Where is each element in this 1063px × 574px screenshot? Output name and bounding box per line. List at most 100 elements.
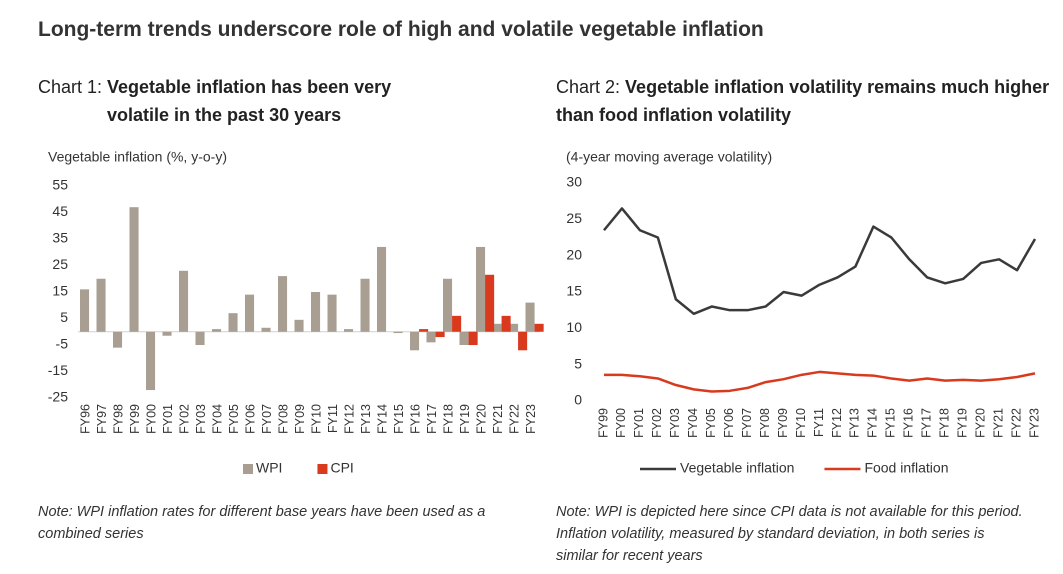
chart-title: Vegetable inflation volatility remains m…	[556, 77, 1050, 125]
x-tick-label: FY19	[955, 408, 969, 438]
x-tick-label: FY11	[326, 404, 340, 433]
bar	[327, 294, 337, 332]
bar	[501, 315, 511, 332]
x-tick-label: FY19	[458, 404, 472, 434]
bar	[377, 246, 387, 332]
x-tick-label: FY00	[614, 408, 628, 438]
x-tick-label: FY05	[227, 404, 241, 434]
x-tick-label: FY23	[1027, 408, 1041, 438]
x-tick-label: FY04	[211, 404, 225, 434]
y-tick-label: 25	[52, 256, 68, 272]
bar	[245, 294, 255, 332]
bar	[179, 270, 189, 332]
bar	[509, 323, 519, 332]
x-tick-label: FY17	[920, 408, 934, 438]
bar	[393, 331, 403, 334]
x-tick-label: FY14	[866, 408, 880, 438]
x-tick-label: FY14	[376, 404, 390, 434]
x-tick-label: FY03	[668, 408, 682, 438]
y-tick-label: -15	[48, 362, 68, 378]
x-tick-label: FY02	[650, 408, 664, 438]
chart-label: Chart 1:	[38, 77, 103, 97]
bar	[485, 274, 495, 332]
x-tick-label: FY21	[491, 404, 505, 434]
x-tick-label: FY22	[1009, 408, 1023, 438]
bar	[419, 329, 429, 332]
chart-note: Note: WPI is depicted here since CPI dat…	[556, 504, 1023, 564]
x-tick-label: FY13	[848, 408, 862, 438]
bar	[129, 207, 139, 332]
bar	[492, 323, 502, 332]
y-axis-label: Vegetable inflation (%, y-o-y)	[48, 149, 227, 165]
y-tick-label: 15	[566, 283, 582, 299]
x-tick-label: FY97	[95, 404, 109, 434]
x-tick-label: FY01	[161, 404, 175, 434]
bar	[443, 278, 453, 332]
x-tick-label: FY06	[244, 404, 258, 434]
x-tick-label: FY15	[392, 404, 406, 434]
y-tick-label: 55	[52, 177, 68, 193]
x-tick-label: FY12	[830, 408, 844, 438]
x-tick-label: FY12	[343, 404, 357, 434]
bar	[294, 319, 304, 332]
y-tick-label: 0	[574, 392, 582, 408]
x-tick-label: FY07	[740, 408, 754, 438]
bar	[426, 331, 436, 343]
legend-label: CPI	[330, 460, 353, 476]
y-tick-label: 15	[52, 283, 68, 299]
page-title: Long-term trends underscore role of high…	[38, 18, 764, 41]
y-axis-label: (4-year moving average volatility)	[566, 149, 772, 165]
y-tick-label: 45	[52, 203, 68, 219]
legend-label: Vegetable inflation	[680, 460, 794, 476]
x-tick-label: FY96	[79, 404, 93, 434]
bar	[468, 331, 478, 345]
y-tick-label: 30	[566, 174, 582, 190]
x-tick-label: FY10	[310, 404, 324, 434]
bar	[311, 292, 321, 332]
bar	[261, 327, 271, 332]
x-tick-label: FY16	[409, 404, 423, 434]
bar	[452, 315, 462, 332]
y-tick-label: -5	[56, 336, 69, 352]
bar	[162, 331, 172, 336]
chart-note: Note: WPI inflation rates for different …	[38, 504, 486, 542]
y-tick-label: 35	[52, 230, 68, 246]
y-tick-label: 5	[60, 309, 68, 325]
x-tick-label: FY11	[812, 408, 826, 437]
bar	[96, 278, 106, 332]
x-tick-label: FY00	[145, 404, 159, 434]
x-tick-label: FY15	[884, 408, 898, 438]
line	[603, 370, 1036, 393]
chart-title: Vegetable inflation has been very volati…	[107, 77, 392, 125]
y-tick-label: -25	[48, 389, 68, 405]
bar	[80, 289, 90, 332]
chart-header: Chart 2: Vegetable inflation volatility …	[556, 73, 1051, 129]
x-tick-label: FY23	[524, 404, 538, 434]
x-tick-label: FY18	[938, 408, 952, 438]
bar	[476, 246, 486, 332]
x-tick-label: FY08	[277, 404, 291, 434]
x-tick-label: FY13	[359, 404, 373, 434]
x-tick-label: FY20	[973, 408, 987, 438]
x-tick-label: FY20	[475, 404, 489, 434]
y-tick-label: 5	[574, 355, 582, 371]
legend-swatch	[243, 464, 253, 474]
bar	[212, 329, 222, 332]
legend-swatch	[317, 464, 328, 474]
y-tick-label: 20	[566, 246, 582, 262]
legend-label: WPI	[256, 460, 282, 476]
chart-header: Chart 1: Vegetable inflation has been ve…	[38, 73, 508, 129]
x-tick-label: FY18	[442, 404, 456, 434]
x-tick-label: FY02	[178, 404, 192, 434]
x-tick-label: FY08	[758, 408, 772, 438]
bar	[360, 278, 370, 332]
bar	[344, 329, 354, 332]
x-tick-label: FY04	[686, 408, 700, 438]
x-tick-label: FY99	[128, 404, 142, 434]
x-tick-label: FY99	[596, 408, 610, 438]
bar	[278, 276, 288, 332]
bar	[525, 302, 535, 332]
bar	[410, 331, 420, 351]
x-tick-label: FY03	[194, 404, 208, 434]
